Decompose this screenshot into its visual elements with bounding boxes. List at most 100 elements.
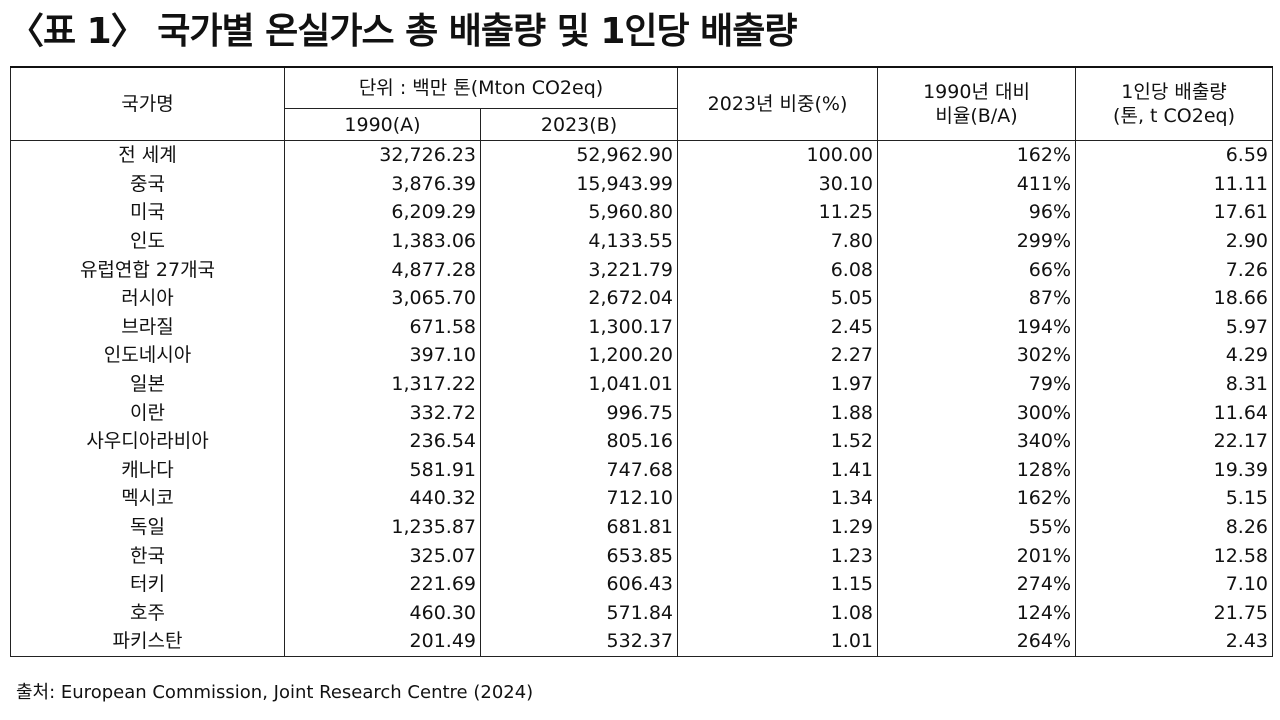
cell-emissions-1990: 1,235.87 (284, 512, 481, 542)
cell-per-capita: 17.61 (1075, 198, 1274, 227)
cell-emissions-2023: 4,133.55 (479, 226, 679, 256)
cell-emissions-1990: 671.58 (284, 312, 481, 342)
cell-ratio: 300% (877, 398, 1077, 427)
cell-share-2023: 7.80 (677, 226, 879, 256)
cell-emissions-1990: 201.49 (284, 627, 481, 657)
cell-country: 한국 (10, 541, 285, 570)
cell-per-capita: 5.15 (1075, 484, 1274, 513)
cell-share-2023: 1.88 (677, 398, 879, 427)
cell-emissions-2023: 571.84 (479, 598, 679, 628)
cell-per-capita: 12.58 (1075, 541, 1274, 570)
cell-share-2023: 11.25 (677, 198, 879, 227)
cell-emissions-1990: 32,726.23 (284, 139, 481, 170)
cell-ratio: 162% (877, 139, 1077, 170)
table-row: 터키 221.69 606.43 1.15 274% 7.10 (10, 569, 1274, 599)
table-row: 호주 460.30 571.84 1.08 124% 21.75 (10, 598, 1274, 628)
cell-share-2023: 1.34 (677, 484, 879, 513)
table-row: 브라질 671.58 1,300.17 2.45 194% 5.97 (10, 312, 1274, 342)
cell-emissions-1990: 460.30 (284, 598, 481, 628)
cell-per-capita: 4.29 (1075, 341, 1274, 370)
cell-ratio: 162% (877, 484, 1077, 513)
table-row: 이란 332.72 996.75 1.88 300% 11.64 (10, 398, 1274, 427)
cell-ratio: 124% (877, 598, 1077, 628)
cell-country: 인도 (10, 226, 285, 256)
cell-share-2023: 1.52 (677, 426, 879, 456)
cell-country: 독일 (10, 512, 285, 542)
cell-country: 인도네시아 (10, 341, 285, 370)
cell-emissions-1990: 236.54 (284, 426, 481, 456)
cell-per-capita: 8.31 (1075, 369, 1274, 399)
cell-emissions-2023: 805.16 (479, 426, 679, 456)
table-row: 캐나다 581.91 747.68 1.41 128% 19.39 (10, 455, 1274, 485)
table-row: 인도 1,383.06 4,133.55 7.80 299% 2.90 (10, 226, 1274, 256)
table-row: 독일 1,235.87 681.81 1.29 55% 8.26 (10, 512, 1274, 542)
table-row: 파키스탄 201.49 532.37 1.01 264% 2.43 (10, 627, 1274, 657)
cell-ratio: 340% (877, 426, 1077, 456)
cell-per-capita: 18.66 (1075, 283, 1274, 313)
cell-share-2023: 1.29 (677, 512, 879, 542)
cell-emissions-1990: 397.10 (284, 341, 481, 370)
cell-emissions-1990: 440.32 (284, 484, 481, 513)
cell-per-capita: 5.97 (1075, 312, 1274, 342)
table-title: 〈표 1〉 국가별 온실가스 총 배출량 및 1인당 배출량 (8, 11, 798, 52)
cell-ratio: 411% (877, 169, 1077, 199)
cell-emissions-1990: 332.72 (284, 398, 481, 427)
cell-country: 터키 (10, 569, 285, 599)
cell-per-capita: 22.17 (1075, 426, 1274, 456)
cell-emissions-2023: 681.81 (479, 512, 679, 542)
cell-ratio: 299% (877, 226, 1077, 256)
cell-share-2023: 30.10 (677, 169, 879, 199)
cell-emissions-1990: 1,383.06 (284, 226, 481, 256)
cell-per-capita: 6.59 (1075, 139, 1274, 170)
header-1990: 1990(A) (284, 108, 481, 141)
cell-share-2023: 1.41 (677, 455, 879, 485)
cell-ratio: 302% (877, 341, 1077, 370)
header-country: 국가명 (10, 66, 285, 141)
cell-country: 러시아 (10, 283, 285, 313)
cell-emissions-2023: 532.37 (479, 627, 679, 657)
cell-share-2023: 1.15 (677, 569, 879, 599)
emissions-table: 국가명 단위 : 백만 톤(Mton CO2eq) 2023년 비중(%) 19… (10, 66, 1274, 657)
header-ratio-line2: 비율(B/A) (935, 105, 1018, 127)
cell-emissions-1990: 4,877.28 (284, 255, 481, 284)
cell-emissions-1990: 221.69 (284, 569, 481, 599)
cell-country: 미국 (10, 198, 285, 227)
cell-emissions-2023: 653.85 (479, 541, 679, 570)
header-2023: 2023(B) (479, 108, 679, 141)
cell-country: 사우디아라비아 (10, 426, 285, 456)
cell-per-capita: 8.26 (1075, 512, 1274, 542)
cell-per-capita: 7.26 (1075, 255, 1274, 284)
cell-ratio: 96% (877, 198, 1077, 227)
cell-emissions-1990: 6,209.29 (284, 198, 481, 227)
header-ratio-line1: 1990년 대비 (923, 81, 1030, 103)
cell-emissions-2023: 1,300.17 (479, 312, 679, 342)
cell-per-capita: 21.75 (1075, 598, 1274, 628)
table-row: 인도네시아 397.10 1,200.20 2.27 302% 4.29 (10, 341, 1274, 370)
cell-country: 이란 (10, 398, 285, 427)
table-row: 한국 325.07 653.85 1.23 201% 12.58 (10, 541, 1274, 570)
cell-country: 호주 (10, 598, 285, 628)
cell-share-2023: 2.45 (677, 312, 879, 342)
cell-share-2023: 6.08 (677, 255, 879, 284)
header-per-capita-line1: 1인당 배출량 (1121, 81, 1227, 103)
cell-ratio: 87% (877, 283, 1077, 313)
cell-share-2023: 1.23 (677, 541, 879, 570)
cell-emissions-1990: 3,065.70 (284, 283, 481, 313)
header-share: 2023년 비중(%) (677, 66, 879, 141)
cell-per-capita: 2.43 (1075, 627, 1274, 657)
cell-per-capita: 19.39 (1075, 455, 1274, 485)
cell-emissions-2023: 1,200.20 (479, 341, 679, 370)
cell-emissions-2023: 5,960.80 (479, 198, 679, 227)
table-row: 전 세계 32,726.23 52,962.90 100.00 162% 6.59 (10, 139, 1274, 170)
header-ratio: 1990년 대비 비율(B/A) (877, 66, 1077, 141)
cell-share-2023: 5.05 (677, 283, 879, 313)
source-note: 출처: European Commission, Joint Research … (16, 682, 534, 703)
cell-country: 일본 (10, 369, 285, 399)
cell-emissions-2023: 3,221.79 (479, 255, 679, 284)
table-row: 러시아 3,065.70 2,672.04 5.05 87% 18.66 (10, 283, 1274, 313)
cell-emissions-1990: 1,317.22 (284, 369, 481, 399)
cell-ratio: 55% (877, 512, 1077, 542)
cell-emissions-1990: 3,876.39 (284, 169, 481, 199)
cell-country: 전 세계 (10, 139, 285, 170)
header-per-capita-line2: (톤, t CO2eq) (1113, 105, 1235, 127)
